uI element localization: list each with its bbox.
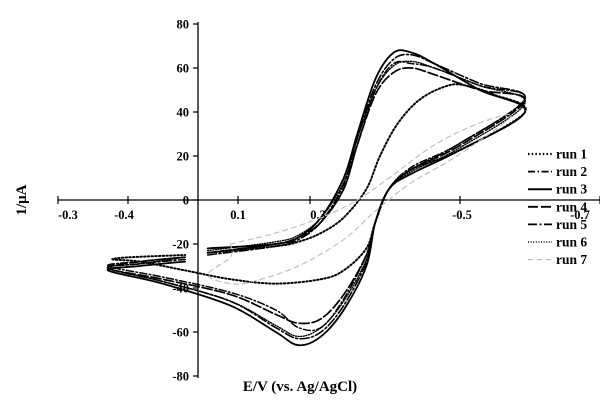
y-tick-label: 20 [177,150,190,164]
y-tick-label: 80 [177,18,190,32]
x-axis-title: E/V (vs. Ag/AgCl) [243,379,357,395]
legend-label: run 3 [556,182,587,197]
legend-label: run 4 [556,199,587,214]
series-line-run-7 [207,113,513,285]
series-line-run-6 [107,60,526,338]
series-group [106,49,527,347]
x-tick-label: 0.1 [230,208,246,222]
y-tick-label: 0 [183,194,189,208]
y-tick-label: -20 [172,238,189,252]
legend-label: run 2 [556,164,587,179]
legend-label: run 6 [556,235,587,250]
legend-label: run 1 [556,147,587,162]
x-tick-label: -0.3 [58,208,78,222]
x-tick-group: -0.3 -0.4 0.1 0.3 -0.5 -0.7 [57,196,600,222]
x-tick-label: 0.3 [310,208,326,222]
x-tick-label: -0.7 [570,208,590,222]
series-line-run-3 [106,49,526,347]
y-tick-label: 60 [177,62,190,76]
x-tick-label: -0.4 [114,208,135,222]
y-tick-label: 40 [177,106,190,120]
series-line-run-1 [111,83,527,285]
legend-label: run 7 [556,252,587,267]
series-line-run-2 [106,60,526,332]
x-tick-label: -0.5 [452,208,472,222]
series-line-run-4 [106,67,526,325]
legend-label: run 5 [556,217,587,232]
y-tick-label: -80 [172,370,189,384]
y-axis-title: 1/μA [14,184,30,215]
y-tick-label: -60 [172,326,189,340]
legend: run 1 run 2 run 3 run 4 run 5 run 6 run 7 [528,147,587,267]
series-line-run-5 [106,53,526,340]
